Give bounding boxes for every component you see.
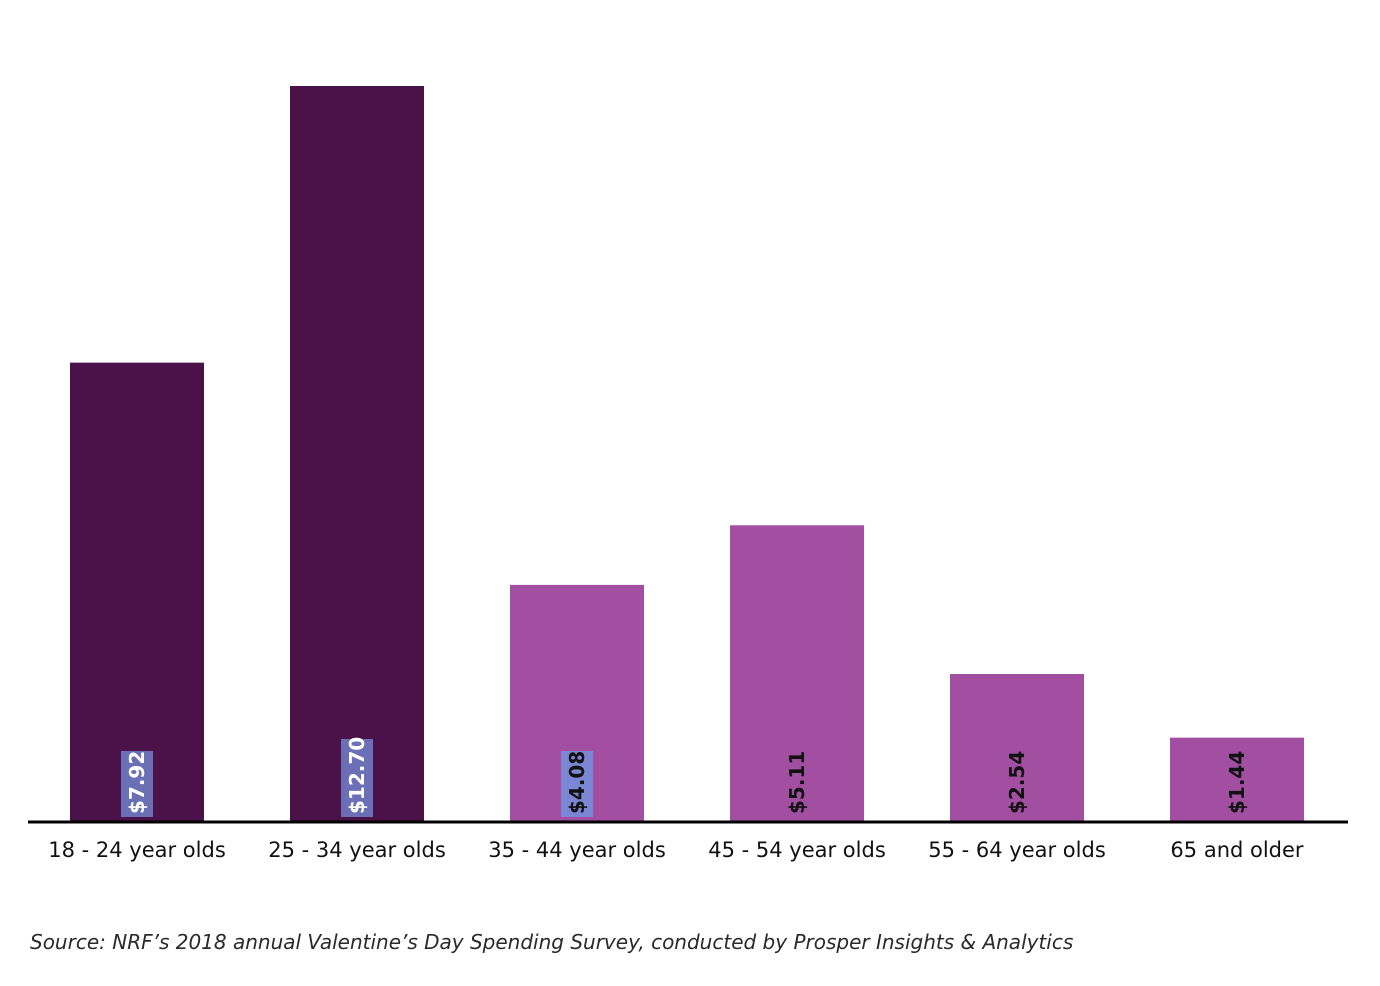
- value-label-6: $1.44: [1225, 751, 1249, 814]
- x-tick-label-5: 55 - 64 year olds: [928, 838, 1106, 862]
- value-label-2: $12.70: [345, 737, 369, 814]
- bar-6: [1170, 737, 1304, 821]
- x-tick-label-4: 45 - 54 year olds: [708, 838, 886, 862]
- x-tick-labels-group: 18 - 24 year olds 25 - 34 year olds 35 - 4…: [48, 838, 1304, 862]
- x-tick-label-3: 35 - 44 year olds: [488, 838, 666, 862]
- value-label-bg-1: [121, 751, 153, 817]
- bar-2: [290, 86, 424, 821]
- value-label-1: $7.92: [125, 751, 149, 814]
- x-tick-label-2: 25 - 34 year olds: [268, 838, 446, 862]
- x-tick-label-1: 18 - 24 year olds: [48, 838, 226, 862]
- bar-4: [730, 525, 864, 821]
- value-label-5: $2.54: [1005, 751, 1029, 814]
- source-note: Source: NRF’s 2018 annual Valentine’s Da…: [30, 930, 1074, 954]
- value-label-3: $4.08: [565, 751, 589, 814]
- value-label-4: $5.11: [785, 751, 809, 814]
- bar-5: [950, 674, 1084, 821]
- x-tick-label-6: 65 and older: [1170, 838, 1304, 862]
- value-labels-group: $7.92 $12.70 $4.08 $5.11 $2.54 $1.44: [121, 737, 1249, 817]
- bars-group: [70, 86, 1304, 821]
- value-label-bg-2: [341, 739, 373, 817]
- value-label-bg-3: [561, 751, 593, 817]
- bar-1: [70, 362, 204, 821]
